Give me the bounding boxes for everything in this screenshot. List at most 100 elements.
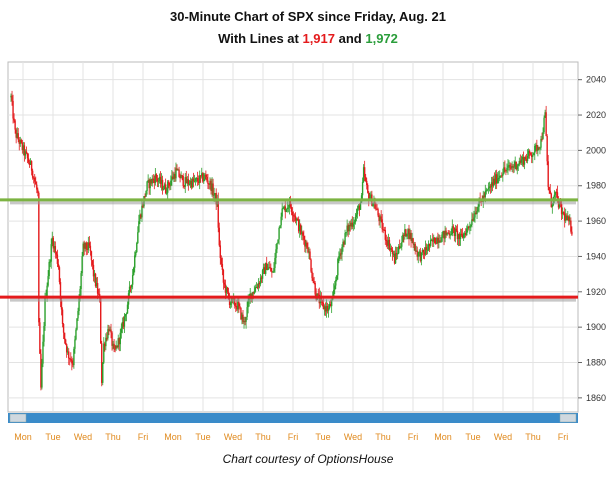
candle-body [28,162,31,165]
candle-body [493,178,496,184]
candle-body [282,208,284,210]
candle-body [10,95,12,98]
candle-body [13,118,15,121]
candle-body [363,167,366,177]
candle-body [260,277,263,279]
candle-body [159,176,162,184]
candle-body [294,216,297,221]
candle-body [162,189,165,191]
candle-body [89,245,92,252]
candle-body [200,175,202,177]
candle-body [158,176,161,181]
candle-body [51,237,53,245]
candle-body [530,154,533,157]
candle-body [279,225,281,229]
candle-body [30,161,33,171]
candle-body [124,314,127,317]
candle-body [91,260,94,265]
candle-body [518,160,521,165]
candle-body [463,233,466,235]
candle-body [562,212,565,214]
candle-body [164,184,167,194]
candle-body [74,339,76,349]
candle-body [292,215,295,217]
candle-body [257,282,260,288]
candle-body [93,273,96,277]
candle-body [457,234,460,240]
candle-body [293,215,296,217]
scrollbar-left-handle [9,413,27,423]
candle-body [556,192,559,199]
candle-body [407,229,409,235]
candle-body [352,223,355,227]
candle-body [438,240,440,243]
candle-body [85,242,87,249]
candle-body [323,306,326,309]
candle-body [553,194,556,197]
candle-body [95,283,98,287]
candle-body [47,276,49,286]
candle-body [540,138,542,148]
candle-body [149,179,151,189]
candle-body [571,231,573,235]
candle-body [566,215,568,221]
candle-body [59,282,62,301]
candle-body [77,311,79,319]
candle-body [170,180,172,186]
candle-body [541,138,543,140]
candle-body [57,263,60,268]
candle-body [122,322,125,327]
title-line-2-middle: and [335,31,366,46]
x-tick-label: Fri [138,432,149,442]
candle-body [370,194,372,199]
candle-body [372,203,374,206]
candle-body [35,181,37,185]
candle-body [208,183,210,185]
candle-body [41,363,43,388]
candle-body [374,202,376,209]
candle-body [46,285,48,297]
candle-body [184,177,186,187]
candle-body [126,304,129,314]
candle-body [246,307,248,318]
candle-body [155,174,158,179]
candle-body [555,191,558,193]
candle-body [181,175,183,177]
candle-body [180,175,182,179]
candle-body [134,255,136,268]
candle-body [237,301,239,310]
chart-credit: Chart courtesy of OptionsHouse [222,452,394,466]
candle-body [286,207,289,210]
candle-body [507,165,509,168]
candle-body [508,165,510,167]
x-tick-label: Thu [375,432,391,442]
candle-body [347,225,349,232]
candle-body [312,278,314,282]
candle-body [268,267,270,269]
candle-body [182,175,184,186]
candle-body [296,218,299,220]
candle-body [356,208,359,215]
candle-body [131,275,134,285]
candle-body [178,169,180,177]
candle-body [416,250,418,257]
candle-body [111,332,113,346]
candle-body [425,247,428,250]
candle-body [18,139,20,144]
candle-body [351,222,353,227]
candle-body [280,216,282,226]
candle-body [31,170,34,178]
candle-body [349,225,351,227]
candle-body [290,206,293,212]
candle-body [451,226,454,235]
candle-body [366,180,368,186]
candle-body [460,233,463,235]
candle-body [17,133,19,140]
candle-body [104,343,106,347]
candle-body [108,329,110,332]
candle-body [343,241,345,245]
candle-body [191,178,194,188]
candle-body [20,139,23,143]
candle-body [420,252,423,261]
candle-body [147,179,149,182]
